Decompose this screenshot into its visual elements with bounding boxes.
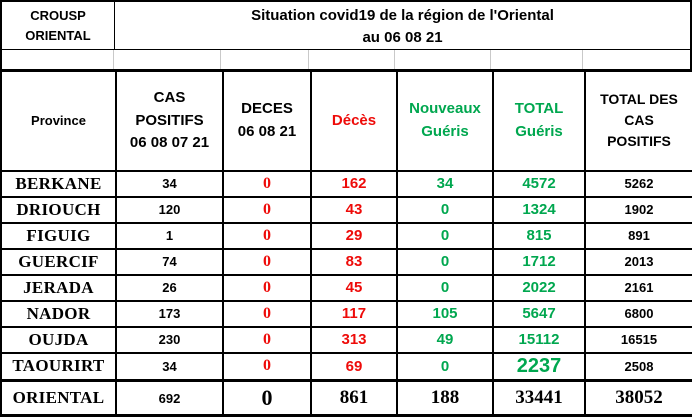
total-gueris-cell: 5647	[492, 299, 586, 328]
covid-data-table: Province CAS POSITIFS 06 08 07 21 DECES …	[0, 69, 692, 417]
nouveaux-gueris-cell: 0	[396, 247, 494, 276]
table-row-guercif: GUERCIF 74 0 83 0 1712 2013	[0, 247, 692, 276]
deces-cell: 43	[310, 195, 398, 224]
total-cas-cell: 891	[584, 221, 692, 250]
deces-cell: 117	[310, 299, 398, 328]
org-name: CROUSP ORIENTAL	[2, 2, 115, 49]
total-cas-cell: 2508	[584, 351, 692, 382]
total-cas-cell: 1902	[584, 195, 692, 224]
gridline	[582, 50, 583, 69]
total-cas-cell: 38052	[584, 379, 692, 417]
deces-cell: 162	[310, 169, 398, 198]
total-gueris-cell: 1324	[492, 195, 586, 224]
deces-day-cell: 0	[222, 247, 312, 276]
deces-day-cell: 0	[222, 169, 312, 198]
deces-cell: 45	[310, 273, 398, 302]
cas-positifs-cell: 34	[115, 169, 224, 198]
col-header-total-gueris: TOTAL Guéris	[492, 69, 586, 172]
cas-positifs-cell: 230	[115, 325, 224, 354]
total-gueris-cell: 4572	[492, 169, 586, 198]
nouveaux-gueris-cell: 34	[396, 169, 494, 198]
spacer-row	[0, 50, 692, 69]
table-row-figuig: FIGUIG 1 0 29 0 815 891	[0, 221, 692, 250]
cas-positifs-cell: 1	[115, 221, 224, 250]
nouveaux-gueris-cell: 0	[396, 351, 494, 382]
header-row: Province CAS POSITIFS 06 08 07 21 DECES …	[0, 69, 692, 172]
col-header-province: Province	[0, 69, 117, 172]
province-cell: OUJDA	[0, 325, 117, 354]
gridline	[220, 50, 221, 69]
total-gueris-cell: 2237	[492, 351, 586, 382]
deces-cell: 29	[310, 221, 398, 250]
col-header-nouveaux-gueris: Nouveaux Guéris	[396, 69, 494, 172]
cas-positifs-cell: 74	[115, 247, 224, 276]
nouveaux-gueris-cell: 105	[396, 299, 494, 328]
cas-positifs-cell: 34	[115, 351, 224, 382]
province-cell: GUERCIF	[0, 247, 117, 276]
deces-cell: 861	[310, 379, 398, 417]
table-row-oriental-total: ORIENTAL 692 0 861 188 33441 38052	[0, 379, 692, 417]
deces-day-cell: 0	[222, 221, 312, 250]
cas-positifs-cell: 173	[115, 299, 224, 328]
page-title-line2: au 06 08 21	[362, 29, 443, 46]
nouveaux-gueris-cell: 0	[396, 273, 494, 302]
gridline	[490, 50, 491, 69]
total-gueris-cell: 2022	[492, 273, 586, 302]
deces-day-cell: 0	[222, 195, 312, 224]
table-row-oujda: OUJDA 230 0 313 49 15112 16515	[0, 325, 692, 354]
cas-positifs-cell: 26	[115, 273, 224, 302]
deces-day-cell: 0	[222, 273, 312, 302]
table-row-berkane: BERKANE 34 0 162 34 4572 5262	[0, 169, 692, 198]
deces-cell: 83	[310, 247, 398, 276]
deces-cell: 313	[310, 325, 398, 354]
total-cas-cell: 2161	[584, 273, 692, 302]
nouveaux-gueris-cell: 49	[396, 325, 494, 354]
deces-day-cell: 0	[222, 351, 312, 382]
total-gueris-cell: 15112	[492, 325, 586, 354]
deces-day-cell: 0	[222, 299, 312, 328]
table-row-taourirt: TAOURIRT 34 0 69 0 2237 2508	[0, 351, 692, 382]
total-gueris-cell: 1712	[492, 247, 586, 276]
total-cas-cell: 16515	[584, 325, 692, 354]
province-cell: TAOURIRT	[0, 351, 117, 382]
province-cell: DRIOUCH	[0, 195, 117, 224]
gridline	[113, 50, 114, 69]
gridline	[308, 50, 309, 69]
table-row-nador: NADOR 173 0 117 105 5647 6800	[0, 299, 692, 328]
gridline	[394, 50, 395, 69]
province-cell: BERKANE	[0, 169, 117, 198]
province-cell: FIGUIG	[0, 221, 117, 250]
col-header-total-cas: TOTAL DES CAS POSITIFS	[584, 69, 692, 172]
deces-day-cell: 0	[222, 325, 312, 354]
total-cas-cell: 5262	[584, 169, 692, 198]
nouveaux-gueris-cell: 188	[396, 379, 494, 417]
col-header-deces-day: DECES 06 08 21	[222, 69, 312, 172]
province-cell: ORIENTAL	[0, 379, 117, 417]
deces-day-cell: 0	[222, 379, 312, 417]
table-row-jerada: JERADA 26 0 45 0 2022 2161	[0, 273, 692, 302]
total-gueris-cell: 33441	[492, 379, 586, 417]
province-cell: NADOR	[0, 299, 117, 328]
col-header-deces: Décès	[310, 69, 398, 172]
nouveaux-gueris-cell: 0	[396, 195, 494, 224]
cas-positifs-cell: 120	[115, 195, 224, 224]
title-band: CROUSP ORIENTAL Situation covid19 de la …	[0, 0, 692, 50]
table-row-driouch: DRIOUCH 120 0 43 0 1324 1902	[0, 195, 692, 224]
deces-cell: 69	[310, 351, 398, 382]
page-title: Situation covid19 de la région de l'Orie…	[115, 2, 690, 49]
nouveaux-gueris-cell: 0	[396, 221, 494, 250]
cas-positifs-cell: 692	[115, 379, 224, 417]
page-title-line1: Situation covid19 de la région de l'Orie…	[251, 7, 554, 24]
col-header-cas-positifs: CAS POSITIFS 06 08 07 21	[115, 69, 224, 172]
total-cas-cell: 2013	[584, 247, 692, 276]
total-gueris-cell: 815	[492, 221, 586, 250]
total-cas-cell: 6800	[584, 299, 692, 328]
province-cell: JERADA	[0, 273, 117, 302]
